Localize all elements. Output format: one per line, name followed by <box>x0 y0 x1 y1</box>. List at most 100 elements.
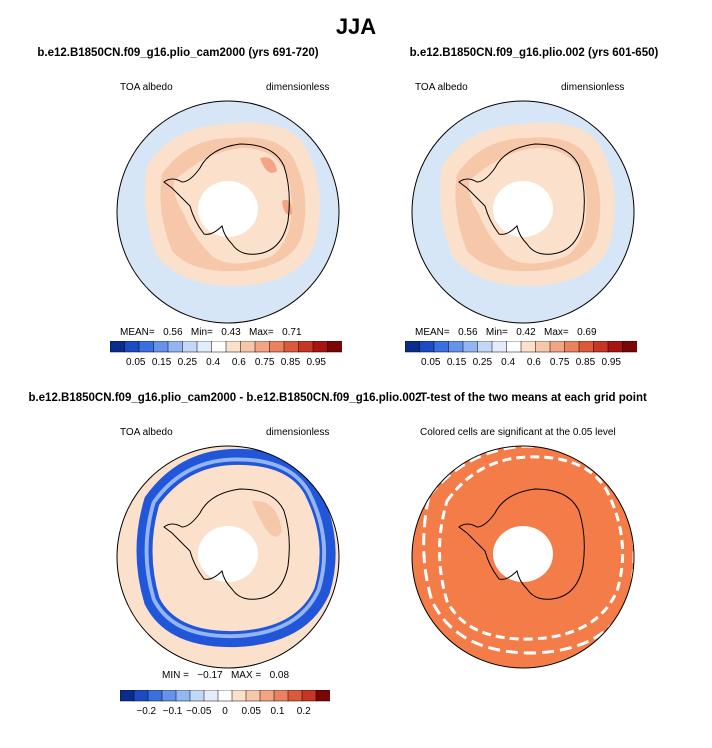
panel-2-mean: 0.56 <box>458 327 478 338</box>
colorbar-swatch <box>419 341 435 353</box>
panel-1-hot-spot <box>260 157 277 173</box>
panel-1-mean-label: MEAN= <box>120 327 155 338</box>
panel-1-left-label: TOA albedo <box>120 82 173 93</box>
colorbar-swatch <box>196 341 213 353</box>
colorbar-swatch <box>124 341 140 353</box>
panel-1-right-label: dimensionless <box>266 82 330 93</box>
colorbar-tick-label: −0.1 <box>163 706 183 717</box>
colorbar-tick-label: 0.85 <box>576 357 596 368</box>
colorbar-swatch <box>240 341 256 353</box>
colorbar-swatch <box>245 690 261 702</box>
panel-3-map-border <box>116 445 340 669</box>
colorbar-swatch <box>211 341 227 353</box>
panel-4-map <box>411 445 635 669</box>
colorbar-swatch <box>231 690 247 702</box>
panel-3-positive-patch <box>252 500 282 537</box>
figure-title: JJA <box>335 14 377 39</box>
panel-3-min-label: MIN = <box>162 670 189 681</box>
panel-2-title: b.e12.B1850CN.f09_g16.plio.002 (yrs 601-… <box>409 47 659 59</box>
panel-2-colorbar: 0.05 0.15 0.25 0.4 0.6 0.75 0.85 0.95 <box>405 341 637 368</box>
colorbar-tick-label: 0.75 <box>550 357 570 368</box>
colorbar-tick-label: −0.2 <box>136 706 156 717</box>
panel-3-left-label: TOA albedo <box>120 427 173 438</box>
colorbar-tick-label: 0.15 <box>447 357 467 368</box>
colorbar-swatch <box>564 341 580 353</box>
colorbar-tick-label: 0.1 <box>271 706 285 717</box>
colorbar-swatch <box>182 341 198 353</box>
panel-4-map-border <box>411 445 635 669</box>
colorbar-swatch <box>315 690 330 702</box>
panel-1-map <box>116 100 340 324</box>
colorbar-swatch <box>448 341 464 353</box>
panel-2-mean-label: MEAN= <box>415 327 450 338</box>
panel-2-min-label: Min= <box>485 327 508 338</box>
colorbar-tick-label: 0.75 <box>255 357 275 368</box>
colorbar-tick-label: 0.2 <box>297 706 311 717</box>
panel-3-inner-ring <box>144 457 327 639</box>
colorbar-swatch <box>110 341 126 353</box>
colorbar-tick-label: 0.25 <box>473 357 493 368</box>
panel-2-right-label: dimensionless <box>561 82 625 93</box>
panel-2-max: 0.69 <box>577 327 597 338</box>
colorbar-swatch <box>327 341 342 353</box>
colorbar-tick-label: 0.95 <box>601 357 621 368</box>
colorbar-swatch <box>607 341 624 353</box>
colorbar-swatch <box>405 341 421 353</box>
colorbar-swatch <box>138 341 155 353</box>
colorbar-swatch <box>477 341 493 353</box>
colorbar-swatch <box>520 341 537 353</box>
colorbar-tick-label: 0.6 <box>527 357 541 368</box>
colorbar-swatch <box>259 690 275 702</box>
panel-4-title: T-test of the two means at each grid poi… <box>420 392 647 404</box>
colorbar-swatch <box>283 341 300 353</box>
colorbar-swatch <box>167 341 184 353</box>
colorbar-swatch <box>133 690 149 702</box>
panel-1-min: 0.43 <box>221 327 241 338</box>
panel-1-max-label: Max= <box>249 327 274 338</box>
panel-3-right-label: dimensionless <box>266 427 330 438</box>
colorbar-swatch <box>254 341 271 353</box>
panel-1-title: b.e12.B1850CN.f09_g16.plio_cam2000 (yrs … <box>37 47 319 59</box>
panel-2-pole-hole <box>493 181 553 237</box>
colorbar-tick-label: 0.4 <box>206 357 220 368</box>
colorbar-tick-label: 0.4 <box>501 357 515 368</box>
colorbar-swatch <box>203 690 219 702</box>
colorbar-tick-label: 0.05 <box>126 357 146 368</box>
panel-4-coastline <box>458 488 585 600</box>
panel-2-map-border <box>411 100 635 324</box>
colorbar-swatch <box>506 341 522 353</box>
panel-2-left-label: TOA albedo <box>415 82 468 93</box>
panel-2-coastline <box>458 143 585 255</box>
panel-3-pole-hole <box>198 526 258 582</box>
colorbar-swatch <box>269 341 285 353</box>
colorbar-tick-label: 0 <box>222 706 228 717</box>
colorbar-tick-label: 0.05 <box>421 357 441 368</box>
panel-3-coastline <box>163 488 290 600</box>
panel-2-min: 0.42 <box>516 327 536 338</box>
colorbar-tick-label: 0.6 <box>232 357 246 368</box>
colorbar-swatch <box>622 341 637 353</box>
colorbar-tick-label: 0.05 <box>242 706 262 717</box>
colorbar-swatch <box>120 690 135 702</box>
panel-4-pole-hole <box>493 526 553 582</box>
colorbar-swatch <box>225 341 242 353</box>
panel-2-map <box>411 100 635 324</box>
panel-3-colorbar: −0.2 −0.1 −0.05 0 0.05 0.1 0.2 <box>120 690 330 717</box>
panel-3-min: −0.17 <box>197 670 223 681</box>
colorbar-swatch <box>301 690 317 702</box>
colorbar-swatch <box>535 341 551 353</box>
panel-3-title: b.e12.B1850CN.f09_g16.plio_cam2000 - b.e… <box>28 392 422 404</box>
colorbar-tick-label: 0.15 <box>152 357 172 368</box>
colorbar-swatch <box>491 341 508 353</box>
colorbar-tick-label: −0.05 <box>186 706 212 717</box>
panel-1-min-label: Min= <box>190 327 213 338</box>
panel-1-mean: 0.56 <box>163 327 183 338</box>
panel-4-nonsig-ring-1 <box>438 455 625 641</box>
colorbar-swatch <box>312 341 329 353</box>
colorbar-swatch <box>175 690 191 702</box>
colorbar-swatch <box>298 341 314 353</box>
panel-1-max: 0.71 <box>282 327 302 338</box>
colorbar-swatch <box>593 341 609 353</box>
colorbar-swatch <box>217 690 233 702</box>
colorbar-swatch <box>189 690 205 702</box>
